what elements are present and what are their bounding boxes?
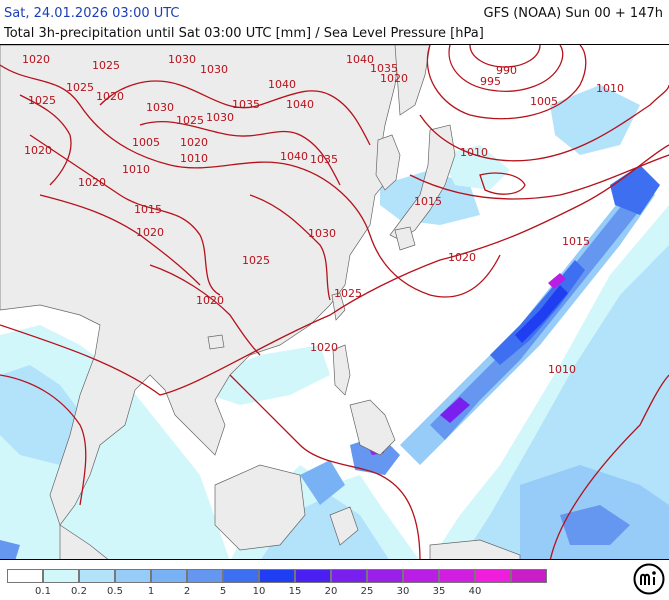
legend-tick-label: 0.2 [71,586,87,597]
legend-tick-label: 20 [324,586,338,597]
isobar-label: 1020 [180,136,208,149]
legend-tick-label: 0.5 [107,586,123,597]
isobar-label: 1020 [310,341,338,354]
legend-swatch [511,569,547,583]
legend-swatch [151,569,187,583]
isobar-label: 1025 [66,81,94,94]
parameter-subtitle: Total 3h-precipitation until Sat 03:00 U… [4,26,484,41]
isobar-label: 1040 [280,150,308,163]
isobar-label: 1030 [308,227,336,240]
isobar-label: 1015 [134,203,162,216]
isobar-label: 1025 [334,287,362,300]
map-header: Sat, 24.01.2026 03:00 UTC GFS (NOAA) Sun… [0,0,669,44]
legend-tick-label: 1 [147,586,155,597]
weather-map: 1020 1025 1030 1030 1040 1035 1020 990 9… [0,44,669,560]
isobar-label: 995 [480,75,501,88]
isobar-label: 1005 [530,95,558,108]
legend-swatch [79,569,115,583]
isobar-label: 1040 [268,78,296,91]
isobar-label: 1010 [460,146,488,159]
legend-swatch [223,569,259,583]
legend-tick-label: 15 [288,586,302,597]
isobar-label: 1025 [92,59,120,72]
isobar-label: 1020 [22,53,50,66]
isobar-label: 1020 [24,144,52,157]
legend-swatch [43,569,79,583]
legend-swatch [475,569,511,583]
legend-swatch [115,569,151,583]
legend-tick-label: 5 [219,586,227,597]
isobar-label: 1020 [196,294,224,307]
legend-tick-label: 30 [396,586,410,597]
isobar-label: 1015 [414,195,442,208]
isobar-label: 1030 [200,63,228,76]
precipitation-legend [7,569,547,585]
legend-swatch [367,569,403,583]
isobar-label: 1035 [370,62,398,75]
isobar-label: 1010 [596,82,624,95]
map-canvas: 1020 1025 1030 1030 1040 1035 1020 990 9… [0,45,669,559]
legend-tick-label: 2 [183,586,191,597]
legend-swatch [295,569,331,583]
isobar-label: 1035 [310,153,338,166]
isobar-label: 1030 [168,53,196,66]
legend-ticks: 0.1 0.2 0.5 1 2 5 10 15 20 25 30 35 40 [0,586,669,600]
isobar-label: 1030 [146,101,174,114]
isobar-label: 1040 [286,98,314,111]
isobar-label: 1005 [132,136,160,149]
isobar-label: 1010 [180,152,208,165]
isobar-label: 1020 [78,176,106,189]
isobar-label: 1010 [122,163,150,176]
legend-swatch [331,569,367,583]
legend-swatch [7,569,43,583]
legend-swatch [187,569,223,583]
isobar-label: 1025 [28,94,56,107]
legend-swatch [403,569,439,583]
legend-swatch [259,569,295,583]
isobar-label: 1020 [136,226,164,239]
isobar-label: 1025 [176,114,204,127]
isobar-label: 1035 [232,98,260,111]
isobar-label: 1030 [206,111,234,124]
isobar-label: 1010 [548,363,576,376]
isobar-label: 1025 [242,254,270,267]
isobar-label: 990 [496,64,517,77]
isobars [0,45,669,559]
legend-tick-label: 35 [432,586,446,597]
legend-swatch [439,569,475,583]
valid-time-title: Sat, 24.01.2026 03:00 UTC [4,6,180,21]
isobar-label: 1020 [380,72,408,85]
isobar-labels: 1020 1025 1030 1030 1040 1035 1020 990 9… [22,53,624,376]
isobar-label: 1015 [562,235,590,248]
model-run-title: GFS (NOAA) Sun 00 + 147h [483,6,663,21]
legend-tick-label: 10 [252,586,266,597]
isobar-label: 1040 [346,53,374,66]
legend-tick-label: 0.1 [35,586,51,597]
isobar-label: 1020 [448,251,476,264]
legend-tick-label: 25 [360,586,374,597]
isobar-label: 1020 [96,90,124,103]
meteologix-logo-icon[interactable] [633,563,665,595]
legend-tick-label: 40 [468,586,482,597]
